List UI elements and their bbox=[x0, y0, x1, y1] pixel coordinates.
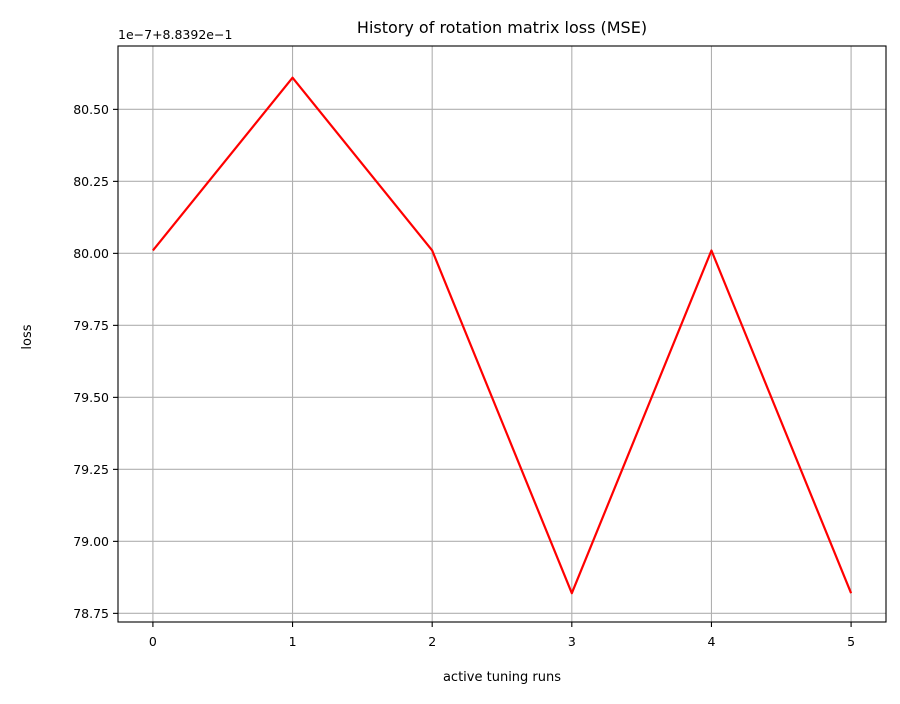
y-tick-label-4: 79.75 bbox=[73, 318, 109, 333]
x-axis-title: active tuning runs bbox=[443, 670, 561, 685]
y-tick-label-2: 79.25 bbox=[73, 462, 109, 477]
x-tick-label-1: 1 bbox=[289, 634, 297, 649]
y-tick-label-5: 80.00 bbox=[73, 246, 109, 261]
y-tick-label-0: 78.75 bbox=[73, 606, 109, 621]
x-tick-label-4: 4 bbox=[707, 634, 715, 649]
y-tick-label-7: 80.50 bbox=[73, 102, 109, 117]
x-tick-label-3: 3 bbox=[568, 634, 576, 649]
y-axis-title: loss bbox=[20, 324, 35, 349]
x-tick-label-5: 5 bbox=[847, 634, 855, 649]
y-tick-label-1: 79.00 bbox=[73, 534, 109, 549]
y-offset-text: 1e−7+8.8392e−1 bbox=[118, 27, 232, 42]
y-tick-label-6: 80.25 bbox=[73, 174, 109, 189]
y-tick-label-3: 79.50 bbox=[73, 390, 109, 405]
chart-title: History of rotation matrix loss (MSE) bbox=[357, 18, 647, 37]
x-tick-label-2: 2 bbox=[428, 634, 436, 649]
x-tick-label-0: 0 bbox=[149, 634, 157, 649]
